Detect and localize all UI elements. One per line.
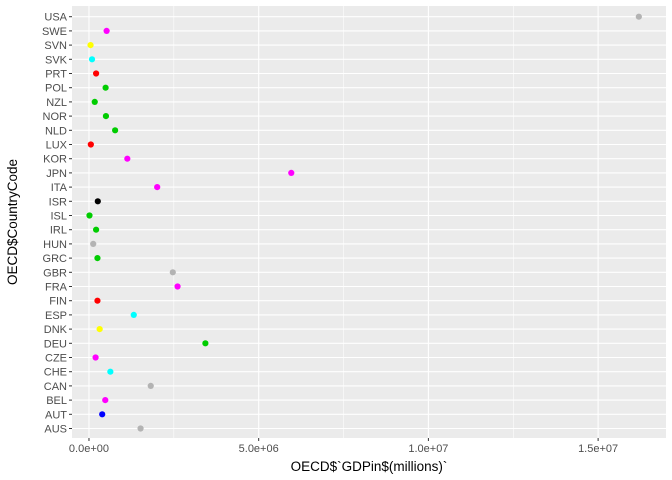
data-point-fra bbox=[174, 283, 181, 290]
y-tick-label: ISL bbox=[50, 211, 67, 223]
data-point-bel bbox=[102, 397, 109, 404]
data-point-hun bbox=[90, 240, 97, 247]
data-point-svk bbox=[88, 56, 96, 63]
y-tick-label: AUS bbox=[44, 424, 67, 436]
y-tick-label: AUT bbox=[45, 409, 67, 421]
data-point-usa bbox=[635, 13, 642, 20]
data-point-nld bbox=[112, 127, 119, 134]
y-tick-label: BEL bbox=[46, 395, 67, 407]
data-point-dnk bbox=[96, 326, 103, 333]
x-tick-label: 0.0e+00 bbox=[69, 443, 109, 455]
data-point-gbr bbox=[169, 269, 176, 276]
x-tick-label: 5.0e+06 bbox=[239, 443, 279, 455]
y-tick-label: SWE bbox=[42, 26, 67, 38]
data-points bbox=[86, 13, 642, 432]
data-point-kor bbox=[124, 155, 131, 162]
y-tick-label: DNK bbox=[44, 324, 68, 336]
y-tick-label: NLD bbox=[45, 125, 67, 137]
y-tick-label: LUX bbox=[46, 140, 68, 152]
data-point-aut bbox=[99, 411, 106, 418]
data-point-can bbox=[147, 382, 154, 389]
y-axis-ticks: AUS AUT BEL CAN CHE CZE DEU DNK ESP FIN FRA GBR GRC H… bbox=[42, 12, 72, 436]
data-point-cze bbox=[92, 354, 99, 361]
y-tick-label: DEU bbox=[44, 338, 67, 350]
data-point-esp bbox=[130, 311, 137, 318]
data-point-lux bbox=[87, 141, 94, 148]
y-tick-label: POL bbox=[45, 83, 67, 95]
data-point-svn bbox=[87, 42, 94, 49]
y-tick-label: FIN bbox=[49, 296, 67, 308]
y-tick-label: GBR bbox=[43, 267, 67, 279]
y-tick-label: JPN bbox=[46, 168, 67, 180]
y-tick-label: SVN bbox=[44, 40, 67, 52]
y-tick-label: ISR bbox=[49, 196, 67, 208]
data-point-fin bbox=[94, 297, 101, 304]
data-point-deu bbox=[202, 340, 209, 347]
data-point-isr bbox=[94, 198, 101, 205]
data-point-grc bbox=[94, 255, 101, 262]
y-tick-label: ESP bbox=[45, 310, 67, 322]
x-tick-label: 1.0e+07 bbox=[408, 443, 448, 455]
data-point-prt bbox=[92, 70, 100, 77]
data-point-isl bbox=[86, 212, 93, 219]
y-tick-label: SVK bbox=[45, 54, 68, 66]
gridlines bbox=[72, 6, 666, 438]
y-tick-label: PRT bbox=[45, 69, 67, 81]
y-tick-label: CZE bbox=[45, 353, 67, 365]
data-point-che bbox=[107, 368, 114, 375]
x-tick-label: 1.5e+07 bbox=[578, 443, 618, 455]
y-axis-title: OECD$CountryCode bbox=[5, 159, 20, 285]
y-tick-label: NOR bbox=[43, 111, 68, 123]
data-point-jpn bbox=[288, 169, 295, 176]
y-tick-label: IRL bbox=[50, 225, 67, 237]
y-tick-label: ITA bbox=[51, 182, 68, 194]
data-point-nor bbox=[102, 113, 110, 120]
data-point-pol bbox=[102, 84, 109, 91]
x-axis-ticks: 0.0e+00 5.0e+06 1.0e+07 1.5e+07 bbox=[69, 438, 618, 455]
data-point-irl bbox=[92, 226, 100, 233]
data-point-aus bbox=[137, 425, 144, 432]
data-point-ita bbox=[154, 184, 161, 191]
y-tick-label: HUN bbox=[43, 239, 67, 251]
data-point-nzl bbox=[91, 98, 98, 105]
y-tick-label: CHE bbox=[44, 367, 67, 379]
data-point-swe bbox=[103, 27, 110, 34]
y-tick-label: USA bbox=[44, 12, 67, 24]
y-tick-label: FRA bbox=[45, 282, 68, 294]
y-tick-label: CAN bbox=[44, 381, 67, 393]
x-axis-title: OECD$`GDPin$(millions)` bbox=[291, 459, 448, 474]
plot-panel bbox=[72, 6, 666, 438]
y-tick-label: GRC bbox=[43, 253, 68, 265]
y-tick-label: KOR bbox=[43, 154, 67, 166]
y-tick-label: NZL bbox=[46, 97, 67, 109]
